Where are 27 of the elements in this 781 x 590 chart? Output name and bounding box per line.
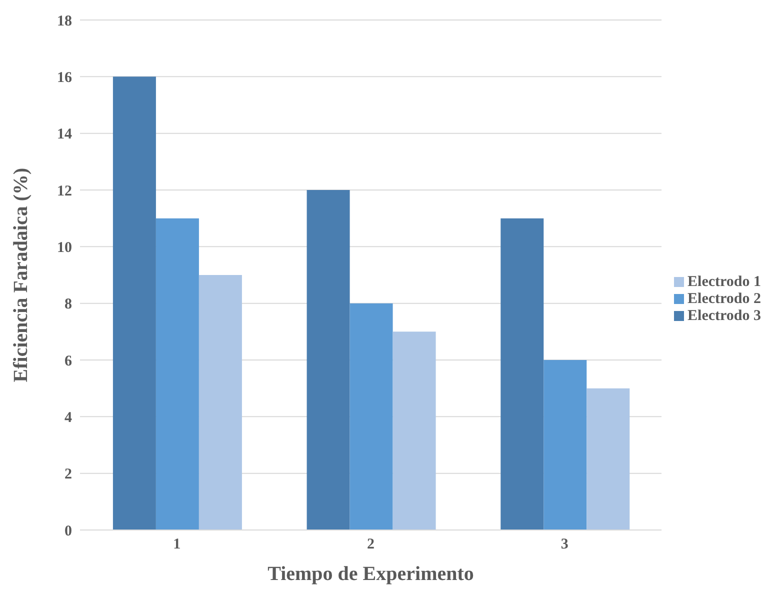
y-axis-title: Eficiencia Faradaica (%) <box>10 168 32 382</box>
bar <box>392 332 436 530</box>
legend-label: Electrodo 2 <box>688 290 761 306</box>
bar <box>350 303 393 530</box>
x-tick-label: 2 <box>367 536 375 553</box>
bar <box>306 190 350 530</box>
bar <box>544 360 587 530</box>
y-tick-label: 8 <box>64 296 72 313</box>
y-tick-label: 0 <box>64 523 72 540</box>
y-tick-label: 16 <box>57 70 72 86</box>
bar <box>586 388 630 530</box>
x-tick-label: 3 <box>560 536 568 553</box>
y-tick-label: 12 <box>57 183 72 200</box>
y-tick-label: 4 <box>64 410 72 426</box>
bar <box>112 76 156 530</box>
bar <box>198 275 242 530</box>
y-tick-label: 14 <box>57 126 72 143</box>
y-tick-label: 18 <box>57 13 72 30</box>
y-tick-label: 6 <box>64 353 72 370</box>
x-axis-title: Tiempo de Experimento <box>268 563 474 585</box>
legend-label: Electrodo 3 <box>688 308 761 324</box>
legend-label: Electrodo 1 <box>688 274 761 290</box>
x-tick-label: 1 <box>173 536 181 553</box>
bar <box>156 218 199 530</box>
bar <box>500 218 544 530</box>
y-tick-label: 2 <box>64 466 72 483</box>
y-tick-label: 10 <box>57 240 72 256</box>
